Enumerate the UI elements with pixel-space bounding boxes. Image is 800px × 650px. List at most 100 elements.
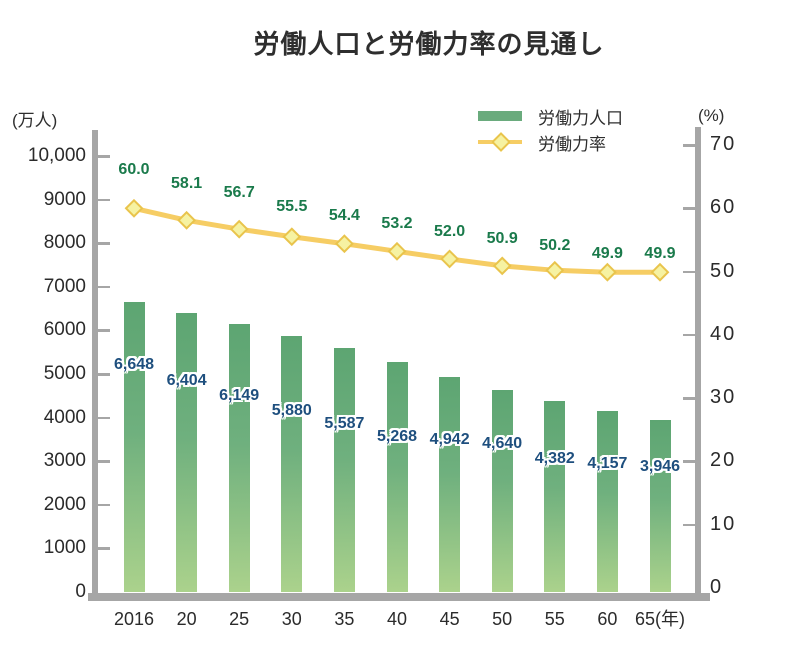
right-axis-tick (683, 207, 695, 210)
left-axis-tick-label: 2000 (43, 493, 86, 515)
line-value-label: 49.9 (591, 245, 623, 263)
left-axis-tick (98, 547, 110, 550)
right-axis-tick-label: 10 (710, 512, 737, 535)
bar-value-label: 4,382 (534, 450, 575, 467)
left-axis-tick-label: 1000 (43, 537, 86, 559)
right-axis-tick-label: 40 (710, 322, 737, 345)
line-value-label: 56.7 (223, 184, 255, 202)
diamond-marker-icon (177, 210, 197, 230)
bar-55 (544, 400, 566, 592)
right-axis-tick (683, 397, 695, 400)
left-axis-unit-label: (万人) (12, 111, 58, 130)
right-axis-tick (683, 460, 695, 463)
line-value-label: 54.4 (328, 206, 360, 224)
line-value-label: 52.0 (434, 222, 466, 240)
line-value-label: 53.2 (381, 215, 413, 233)
line-series-swatch (478, 132, 522, 152)
x-axis-label: 35 (334, 609, 355, 629)
bar-35 (333, 348, 355, 592)
line-series-label: 労働力率 (538, 134, 606, 154)
left-axis-tick-label: 3000 (43, 450, 86, 472)
left-axis-line (92, 130, 98, 601)
diamond-marker-icon (597, 262, 617, 282)
bar-30 (281, 335, 303, 592)
left-axis-tick-label: 10,000 (27, 145, 86, 166)
bar-value-label: 5,268 (376, 428, 418, 445)
diamond-marker-icon (387, 241, 407, 261)
left-axis-tick-label: 4000 (43, 406, 86, 428)
line-value-label: 55.5 (276, 197, 308, 215)
bar-value-label: 5,880 (271, 402, 312, 419)
line-value-label: 50.2 (539, 237, 571, 255)
right-axis-tick-label: 60 (710, 196, 737, 219)
diamond-marker-icon (492, 256, 512, 276)
left-axis-tick (98, 198, 110, 202)
bar-value-label: 5,587 (324, 415, 365, 432)
right-axis-tick-label: 0 (710, 576, 724, 598)
bar-65(年) (649, 419, 671, 592)
diamond-marker-icon (650, 262, 670, 282)
left-axis-tick-label: 5000 (43, 363, 86, 384)
legend-item-line: 労働力率 (478, 129, 688, 155)
x-axis-label: 30 (281, 609, 302, 629)
bar-2016 (123, 302, 145, 592)
x-axis-label: 55 (544, 609, 565, 629)
bar-45 (439, 376, 461, 592)
right-axis-tick-label: 20 (710, 449, 737, 472)
bar-value-label: 3,946 (639, 458, 681, 475)
bar-25 (228, 323, 250, 592)
line-value-label: 49.9 (644, 245, 676, 263)
bar-value-label: 4,942 (429, 431, 470, 448)
diamond-marker-icon (229, 219, 249, 239)
left-axis-tick-label: 7000 (43, 275, 86, 297)
left-axis-tick (98, 416, 110, 420)
right-axis-line (695, 127, 701, 601)
x-axis-label: 40 (386, 609, 408, 629)
line-value-label: 58.1 (171, 175, 203, 193)
left-axis-tick (98, 242, 110, 245)
right-axis-tick-label: 70 (710, 133, 737, 155)
x-axis-label: 65(年) (634, 609, 685, 629)
right-axis-unit-label: (%) (698, 106, 725, 125)
right-axis-tick (683, 523, 695, 527)
left-axis-tick (98, 503, 110, 507)
bar-20 (176, 312, 198, 592)
bar-value-label: 4,157 (587, 455, 628, 472)
bar-value-label: 6,648 (113, 356, 155, 373)
diamond-marker-icon (334, 234, 354, 254)
bar-value-label: 6,404 (166, 372, 207, 389)
legend-item-bar: 労働力人口 (478, 103, 688, 129)
left-axis-tick-label: 0 (75, 581, 86, 602)
bar-50 (491, 389, 513, 592)
x-axis-label: 20 (176, 609, 197, 629)
diamond-marker-icon (440, 249, 460, 269)
right-axis-tick (683, 144, 695, 147)
right-axis-tick-label: 30 (710, 386, 737, 409)
chart-title: 労働人口と労働力率の見通し (253, 29, 605, 59)
bar-value-label: 6,149 (219, 387, 260, 404)
x-axis-label: 60 (597, 609, 618, 629)
left-axis-tick (98, 329, 110, 332)
bar-series-swatch (478, 111, 522, 121)
left-axis-tick-label: 8000 (43, 232, 86, 254)
bar-series-label: 労働力人口 (538, 108, 623, 128)
legend: 労働力人口 労働力率 (478, 103, 688, 155)
diamond-marker-icon (545, 260, 565, 280)
x-axis-label: 2016 (113, 609, 155, 629)
x-axis-label: 45 (439, 609, 460, 629)
left-axis-tick (98, 155, 110, 158)
x-axis-label: 25 (229, 609, 250, 629)
left-axis-tick-label: 6000 (43, 319, 86, 341)
line-value-label: 60.0 (118, 161, 150, 179)
left-axis-tick (98, 373, 110, 376)
bar-40 (386, 362, 408, 592)
left-axis-tick (98, 460, 110, 463)
diamond-marker-icon (282, 227, 302, 247)
x-axis-label: 50 (492, 609, 513, 629)
left-axis-tick (98, 285, 110, 289)
left-axis-tick-label: 9000 (43, 188, 86, 210)
line-value-label: 50.9 (486, 229, 518, 247)
diamond-marker-icon (124, 198, 144, 218)
